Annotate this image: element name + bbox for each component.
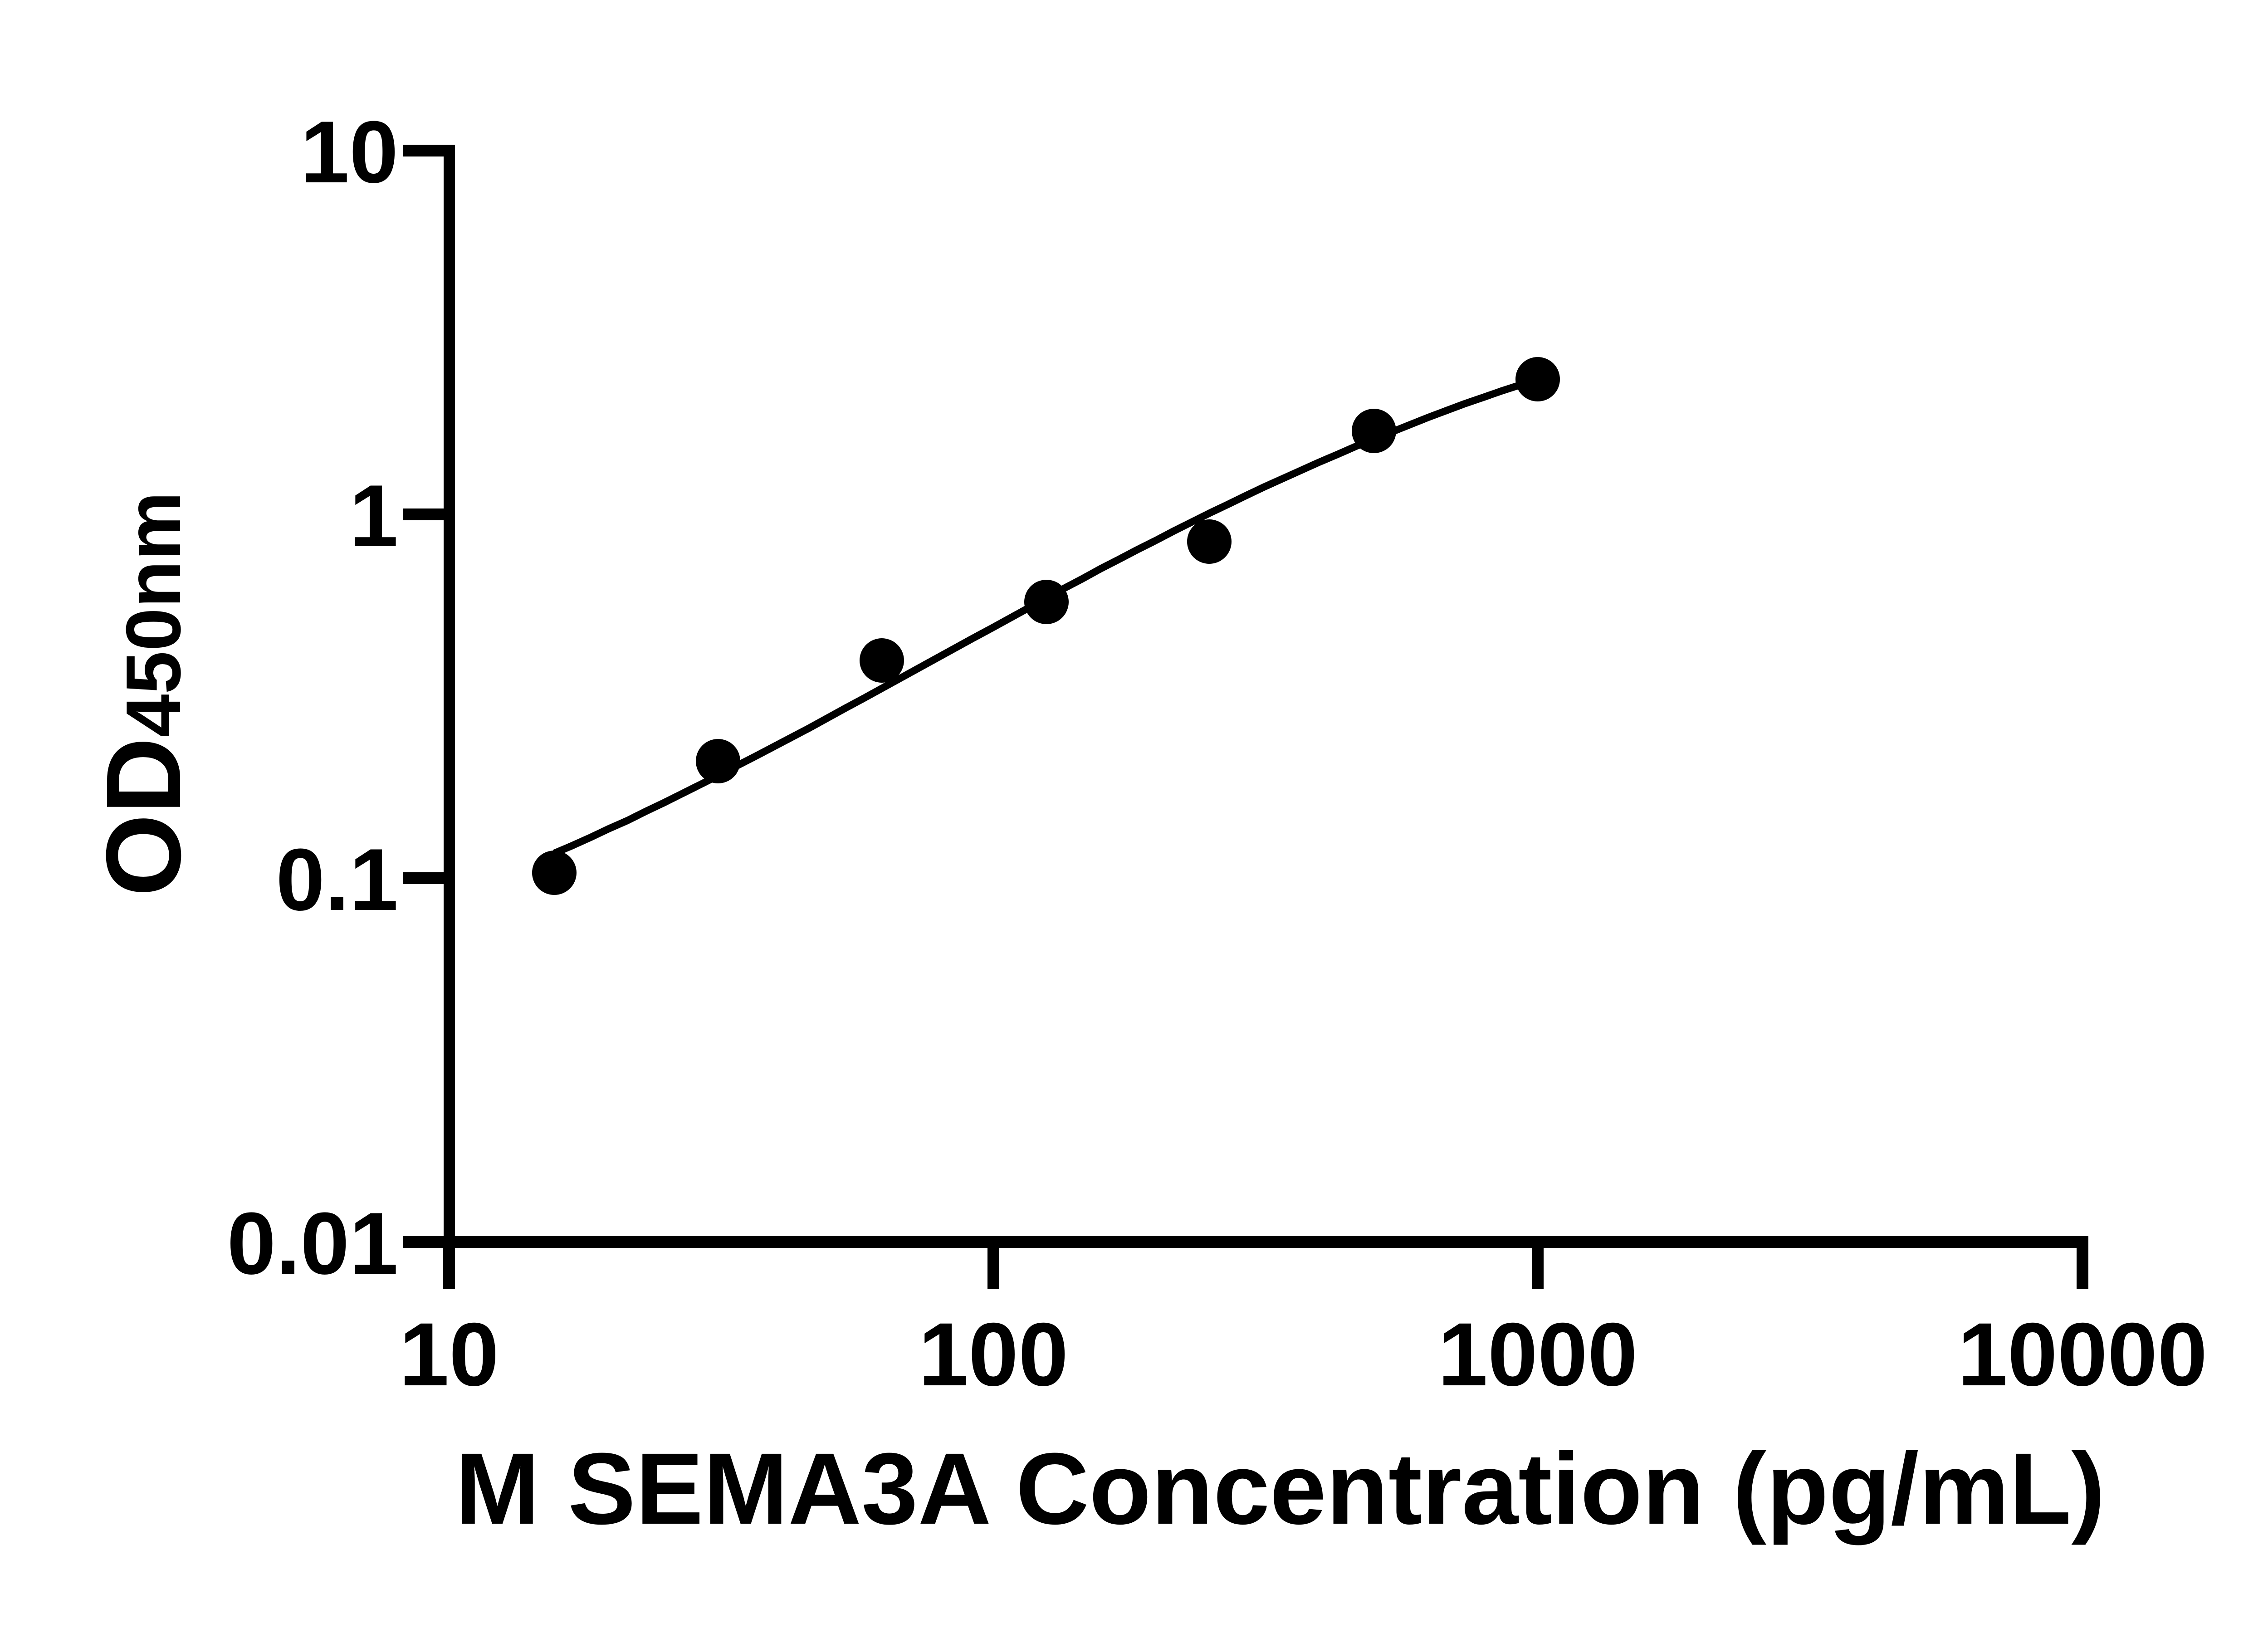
svg-text:10: 10 bbox=[399, 1304, 499, 1404]
svg-text:0.01: 0.01 bbox=[227, 1194, 398, 1293]
svg-text:100: 100 bbox=[919, 1304, 1068, 1404]
svg-text:1000: 1000 bbox=[1438, 1304, 1637, 1404]
svg-text:OD450nm: OD450nm bbox=[84, 492, 203, 897]
svg-text:M SEMA3A Concentration (pg/mL): M SEMA3A Concentration (pg/mL) bbox=[455, 1432, 2105, 1545]
svg-text:10: 10 bbox=[300, 103, 398, 201]
svg-text:0.1: 0.1 bbox=[276, 831, 398, 929]
svg-text:1: 1 bbox=[349, 467, 398, 565]
svg-text:10000: 10000 bbox=[1958, 1304, 2208, 1404]
